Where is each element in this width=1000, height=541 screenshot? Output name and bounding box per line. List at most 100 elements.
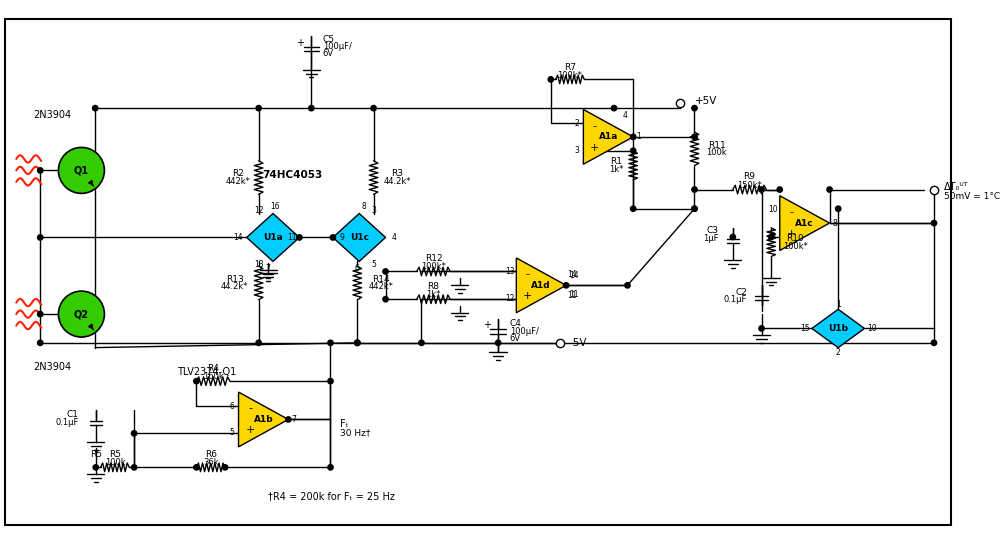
Text: 16: 16 bbox=[270, 202, 280, 212]
Text: 100k: 100k bbox=[105, 458, 125, 467]
Text: 1: 1 bbox=[836, 300, 841, 309]
Circle shape bbox=[194, 465, 199, 470]
Text: 30 Hz†: 30 Hz† bbox=[340, 428, 370, 437]
Text: +: + bbox=[296, 37, 304, 48]
Text: U1a: U1a bbox=[263, 233, 283, 242]
Circle shape bbox=[131, 431, 137, 436]
Text: R3: R3 bbox=[392, 169, 404, 178]
Text: A1b: A1b bbox=[254, 415, 273, 424]
Circle shape bbox=[631, 206, 636, 212]
Text: 442k*: 442k* bbox=[369, 282, 394, 291]
Text: 36k: 36k bbox=[203, 458, 219, 467]
Circle shape bbox=[38, 312, 43, 317]
Circle shape bbox=[328, 465, 333, 470]
Circle shape bbox=[931, 187, 937, 192]
Circle shape bbox=[692, 206, 697, 212]
Text: +: + bbox=[590, 143, 600, 153]
Circle shape bbox=[371, 105, 376, 111]
Polygon shape bbox=[239, 392, 288, 447]
Circle shape bbox=[419, 340, 424, 346]
Text: C1: C1 bbox=[67, 410, 79, 419]
Text: -5V: -5V bbox=[570, 338, 587, 348]
Text: Fₜ: Fₜ bbox=[340, 419, 349, 429]
Text: R1: R1 bbox=[610, 157, 622, 166]
Circle shape bbox=[692, 105, 697, 111]
Text: +: + bbox=[523, 291, 532, 301]
Circle shape bbox=[330, 235, 336, 240]
Circle shape bbox=[309, 105, 314, 111]
Text: 2: 2 bbox=[574, 119, 579, 128]
Text: 7: 7 bbox=[266, 263, 271, 273]
Circle shape bbox=[759, 187, 764, 192]
Circle shape bbox=[222, 465, 228, 470]
Text: 2N3904: 2N3904 bbox=[34, 110, 72, 120]
Text: R10: R10 bbox=[786, 234, 804, 243]
Circle shape bbox=[836, 206, 841, 212]
Text: -: - bbox=[789, 207, 793, 217]
Circle shape bbox=[631, 148, 636, 154]
Text: 1k*: 1k* bbox=[609, 165, 623, 174]
Circle shape bbox=[256, 105, 261, 111]
Text: 160k: 160k bbox=[203, 372, 224, 381]
Text: 6V: 6V bbox=[323, 49, 334, 58]
Circle shape bbox=[931, 220, 937, 226]
Circle shape bbox=[194, 379, 199, 384]
Text: 5: 5 bbox=[229, 428, 234, 437]
Circle shape bbox=[58, 291, 104, 337]
Text: R5: R5 bbox=[90, 450, 102, 459]
Circle shape bbox=[286, 417, 291, 422]
Polygon shape bbox=[516, 258, 566, 313]
Circle shape bbox=[692, 206, 697, 212]
Text: 8: 8 bbox=[833, 219, 838, 228]
Text: R2: R2 bbox=[232, 169, 244, 178]
Text: 2: 2 bbox=[836, 348, 841, 357]
Text: 5: 5 bbox=[371, 260, 376, 269]
Circle shape bbox=[931, 340, 937, 346]
Text: R4: R4 bbox=[207, 364, 219, 373]
Text: R8: R8 bbox=[427, 282, 439, 291]
Text: 13: 13 bbox=[505, 267, 514, 276]
Text: 3: 3 bbox=[371, 206, 376, 215]
Text: 4: 4 bbox=[391, 233, 396, 242]
Circle shape bbox=[38, 235, 43, 240]
Text: 1μF: 1μF bbox=[703, 234, 718, 243]
Text: 6: 6 bbox=[229, 401, 234, 411]
Text: 150k*: 150k* bbox=[737, 181, 762, 189]
Circle shape bbox=[777, 187, 782, 192]
Text: 7: 7 bbox=[292, 415, 297, 424]
Text: R13: R13 bbox=[226, 275, 244, 283]
Text: R5: R5 bbox=[109, 450, 121, 459]
Circle shape bbox=[256, 340, 261, 346]
Text: R12: R12 bbox=[425, 254, 442, 263]
Polygon shape bbox=[812, 309, 865, 348]
Polygon shape bbox=[780, 196, 830, 250]
Circle shape bbox=[355, 340, 360, 346]
Text: 100k*: 100k* bbox=[783, 242, 808, 250]
Text: 11: 11 bbox=[569, 291, 579, 299]
Text: 9: 9 bbox=[340, 233, 344, 242]
Text: 100μF/: 100μF/ bbox=[323, 42, 352, 51]
Text: A1d: A1d bbox=[531, 281, 551, 290]
Circle shape bbox=[768, 234, 774, 240]
Polygon shape bbox=[583, 109, 633, 164]
Circle shape bbox=[58, 147, 104, 193]
Circle shape bbox=[692, 134, 697, 140]
Circle shape bbox=[355, 340, 360, 346]
Circle shape bbox=[563, 282, 569, 288]
Text: +: + bbox=[245, 425, 255, 436]
Text: 50mV = 1°C: 50mV = 1°C bbox=[944, 192, 1000, 201]
Circle shape bbox=[93, 105, 98, 111]
Text: 6V: 6V bbox=[510, 334, 521, 342]
Circle shape bbox=[297, 235, 302, 240]
Text: R14: R14 bbox=[372, 275, 390, 283]
Text: 442k*: 442k* bbox=[225, 177, 250, 186]
Text: 100μF/: 100μF/ bbox=[510, 327, 538, 336]
Text: 44.2k*: 44.2k* bbox=[384, 177, 411, 186]
Circle shape bbox=[355, 340, 360, 346]
Circle shape bbox=[548, 77, 553, 82]
Text: 11: 11 bbox=[287, 233, 297, 242]
Text: 44.2k*: 44.2k* bbox=[221, 282, 248, 291]
Text: 13: 13 bbox=[254, 260, 263, 269]
Text: +: + bbox=[483, 320, 491, 330]
Text: U1c: U1c bbox=[350, 233, 369, 242]
